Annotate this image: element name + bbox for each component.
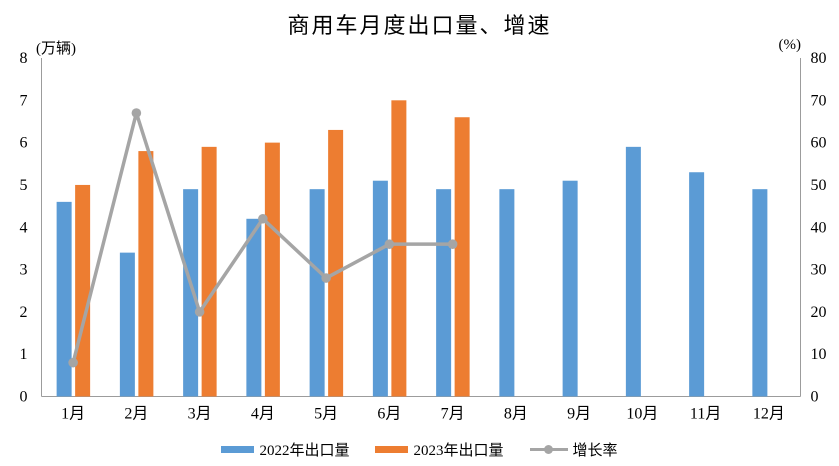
left-axis-tick-label: 1 — [20, 346, 28, 363]
left-axis-tick-label: 2 — [20, 304, 28, 321]
bar-series0-m11 — [689, 172, 705, 397]
x-axis-category-label: 11月 — [690, 406, 721, 423]
legend: 2022年出口量 2023年出口量 增长率 — [0, 439, 839, 460]
bar-series1-m7 — [454, 117, 470, 397]
bar-series0-m7 — [436, 189, 452, 397]
growth-line-point-m7 — [447, 239, 458, 249]
chart-title: 商用车月度出口量、增速 — [287, 13, 552, 38]
bar-series0-m3 — [183, 189, 199, 397]
legend-line-swatch-icon — [529, 444, 568, 455]
right-axis-tick-label: 30 — [811, 262, 827, 279]
x-axis-category-label: 2月 — [124, 406, 148, 423]
right-axis-tick-label: 10 — [811, 346, 827, 363]
bar-series0-m8 — [499, 189, 515, 397]
x-axis-category-label: 4月 — [251, 406, 275, 423]
bar-series1-m4 — [264, 142, 280, 397]
left-axis-tick-label: 7 — [20, 92, 28, 109]
x-axis-category-label: 5月 — [314, 406, 338, 423]
x-axis-category-label: 12月 — [753, 406, 785, 423]
right-axis-tick-label: 50 — [811, 177, 827, 194]
growth-line-point-m3 — [194, 307, 205, 317]
legend-bar-swatch-icon — [375, 446, 409, 453]
legend-item-2: 增长率 — [529, 439, 618, 460]
legend-line-marker-icon — [543, 445, 553, 454]
growth-line-point-m2 — [131, 108, 142, 118]
x-axis-category-label: 1月 — [61, 406, 85, 423]
growth-line-point-m4 — [258, 213, 268, 224]
growth-line-point-m1 — [68, 357, 78, 368]
legend-label: 增长率 — [572, 443, 618, 459]
x-axis-category-label: 8月 — [504, 406, 528, 423]
bar-series1-m6 — [391, 100, 407, 397]
x-axis-category-label: 7月 — [441, 406, 465, 423]
bar-series1-m2 — [138, 151, 154, 397]
legend-item-0: 2022年出口量 — [221, 439, 349, 460]
left-axis-tick-label: 6 — [20, 135, 28, 152]
bar-series0-m10 — [625, 146, 641, 397]
bar-series0-m12 — [752, 189, 768, 397]
left-axis-unit-label: (万辆) — [36, 41, 76, 57]
right-axis-tick-label: 60 — [811, 135, 827, 152]
legend-item-1: 2023年出口量 — [375, 439, 504, 460]
right-axis-tick-label: 70 — [811, 92, 827, 109]
growth-line-point-m5 — [321, 273, 331, 283]
right-axis-tick-label: 0 — [811, 389, 819, 406]
right-axis-tick-label: 20 — [811, 304, 827, 321]
bar-series0-m6 — [372, 180, 388, 397]
bar-series1-m5 — [328, 129, 344, 397]
bar-series1-m3 — [201, 146, 217, 397]
left-axis-tick-label: 3 — [20, 262, 28, 279]
left-axis-tick-label: 5 — [20, 177, 28, 194]
legend-label: 2022年出口量 — [259, 443, 350, 459]
bar-series0-m1 — [56, 201, 72, 397]
bar-series0-m2 — [119, 252, 135, 397]
left-axis-tick-label: 8 — [20, 50, 28, 67]
legend-label: 2023年出口量 — [413, 443, 504, 459]
legend-bar-swatch-icon — [221, 446, 255, 453]
x-axis-category-label: 3月 — [188, 406, 212, 423]
right-axis-tick-label: 40 — [811, 219, 827, 236]
bar-series0-m4 — [246, 218, 262, 397]
growth-line-point-m6 — [384, 239, 395, 249]
left-axis-tick-label: 0 — [20, 389, 28, 406]
left-axis-tick-label: 4 — [20, 219, 28, 236]
x-axis-category-label: 9月 — [567, 406, 591, 423]
bar-series0-m5 — [309, 189, 325, 397]
right-axis-tick-label: 80 — [811, 50, 827, 67]
bar-series0-m9 — [562, 180, 578, 397]
x-axis-category-label: 10月 — [626, 406, 658, 423]
x-axis-category-label: 6月 — [377, 406, 401, 423]
right-axis-unit-label: (%) — [778, 37, 802, 53]
